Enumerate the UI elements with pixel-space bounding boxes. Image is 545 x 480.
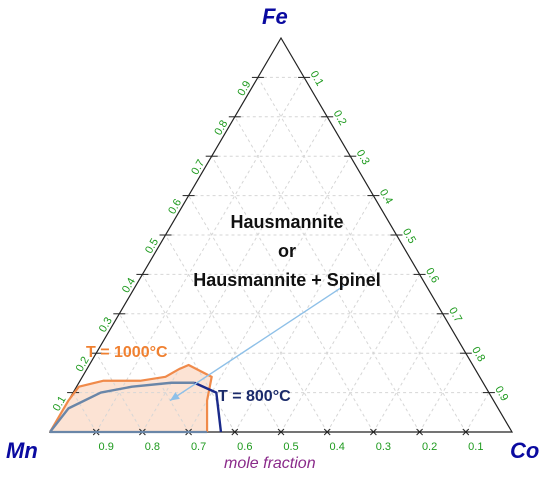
tick-label-right: 0.6 [423,266,441,285]
vertex-label-co: Co [510,438,540,463]
tick-label-right: 0.1 [308,69,326,88]
grid-line-co [326,274,421,433]
tick-label-left: 0.5 [143,237,161,256]
grid-line-mn [188,195,328,433]
tick-label-bottom: 0.5 [283,441,298,453]
tick-label-left: 0.3 [97,315,115,334]
grid-line-mn [257,77,467,433]
region-label: Hausmannite or Hausmannite + Spinel [172,212,402,291]
curve-800 [193,381,223,433]
grid-line-mn [72,392,97,433]
vertex-label-fe: Fe [262,4,288,29]
tick-mark-bottom [462,428,470,436]
region-label-line2: or [278,241,296,261]
region-label-line3: Hausmannite + Spinel [193,270,381,290]
grid-line-mn [211,155,374,433]
grid-line-mn [141,274,236,433]
tick-label-right: 0.5 [400,227,418,246]
tick-label-bottom: 0.3 [376,441,391,453]
tick-mark-bottom [277,428,285,436]
grid-line-co [280,234,397,433]
curve-label-1000: T = 1000°C [86,344,168,361]
tick-label-left: 0.8 [212,118,230,137]
tick-label-right: 0.3 [354,148,372,167]
tick-mark-bottom [323,428,331,436]
curve-1000 [49,363,213,433]
vertex-label-mn: Mn [6,438,38,463]
tick-label-right: 0.8 [469,345,487,364]
tick-label-bottom: 0.8 [145,441,160,453]
grid-line-co [372,313,444,433]
pointer-arrow-line [169,285,344,402]
tick-label-bottom: 0.7 [191,441,206,453]
tick-label-left: 0.7 [189,158,207,177]
tick-label-left: 0.9 [235,79,253,98]
tick-label-bottom: 0.6 [237,441,252,453]
tick-label-right: 0.2 [331,108,349,127]
tick-label-right: 0.4 [377,187,395,206]
tick-label-bottom: 0.1 [468,441,483,453]
region-label-line1: Hausmannite [230,212,344,232]
grid-line-co [465,392,490,433]
tick-label-bottom: 0.9 [99,441,114,453]
region-fill-1000 [50,365,212,432]
pointer-arrow-head [170,392,180,401]
axis-label-mole-fraction: mole fraction [224,455,316,472]
tick-label-bottom: 0.2 [422,441,437,453]
tick-mark-bottom [416,428,423,436]
tick-mark-bottom [370,428,377,436]
tick-label-bottom: 0.4 [330,441,345,453]
tick-label-right: 0.7 [446,305,464,324]
grid-line-co [234,195,374,433]
grid-line-co [95,77,305,433]
curve-800-inner [49,381,195,433]
grid-line-co [188,155,351,433]
grid-line-mn [165,234,282,433]
tick-label-right: 0.9 [492,384,510,403]
tick-label-left: 0.4 [120,276,138,295]
tick-mark-bottom [231,428,239,436]
curve-label-800: T = 800°C [218,388,291,405]
grid-line-mn [118,313,190,433]
